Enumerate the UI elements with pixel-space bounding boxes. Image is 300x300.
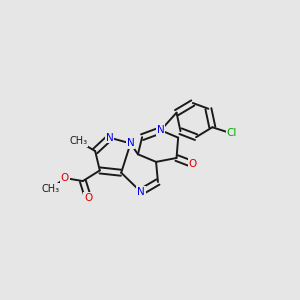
Text: O: O [61,173,69,183]
Text: Cl: Cl [226,128,237,139]
Text: N: N [106,133,113,142]
Text: CH₃: CH₃ [69,136,87,146]
Text: N: N [157,125,165,135]
Text: O: O [189,159,197,169]
Text: N: N [137,187,145,197]
Text: N: N [127,138,134,148]
Text: O: O [84,193,92,203]
Text: CH₃: CH₃ [42,184,60,194]
